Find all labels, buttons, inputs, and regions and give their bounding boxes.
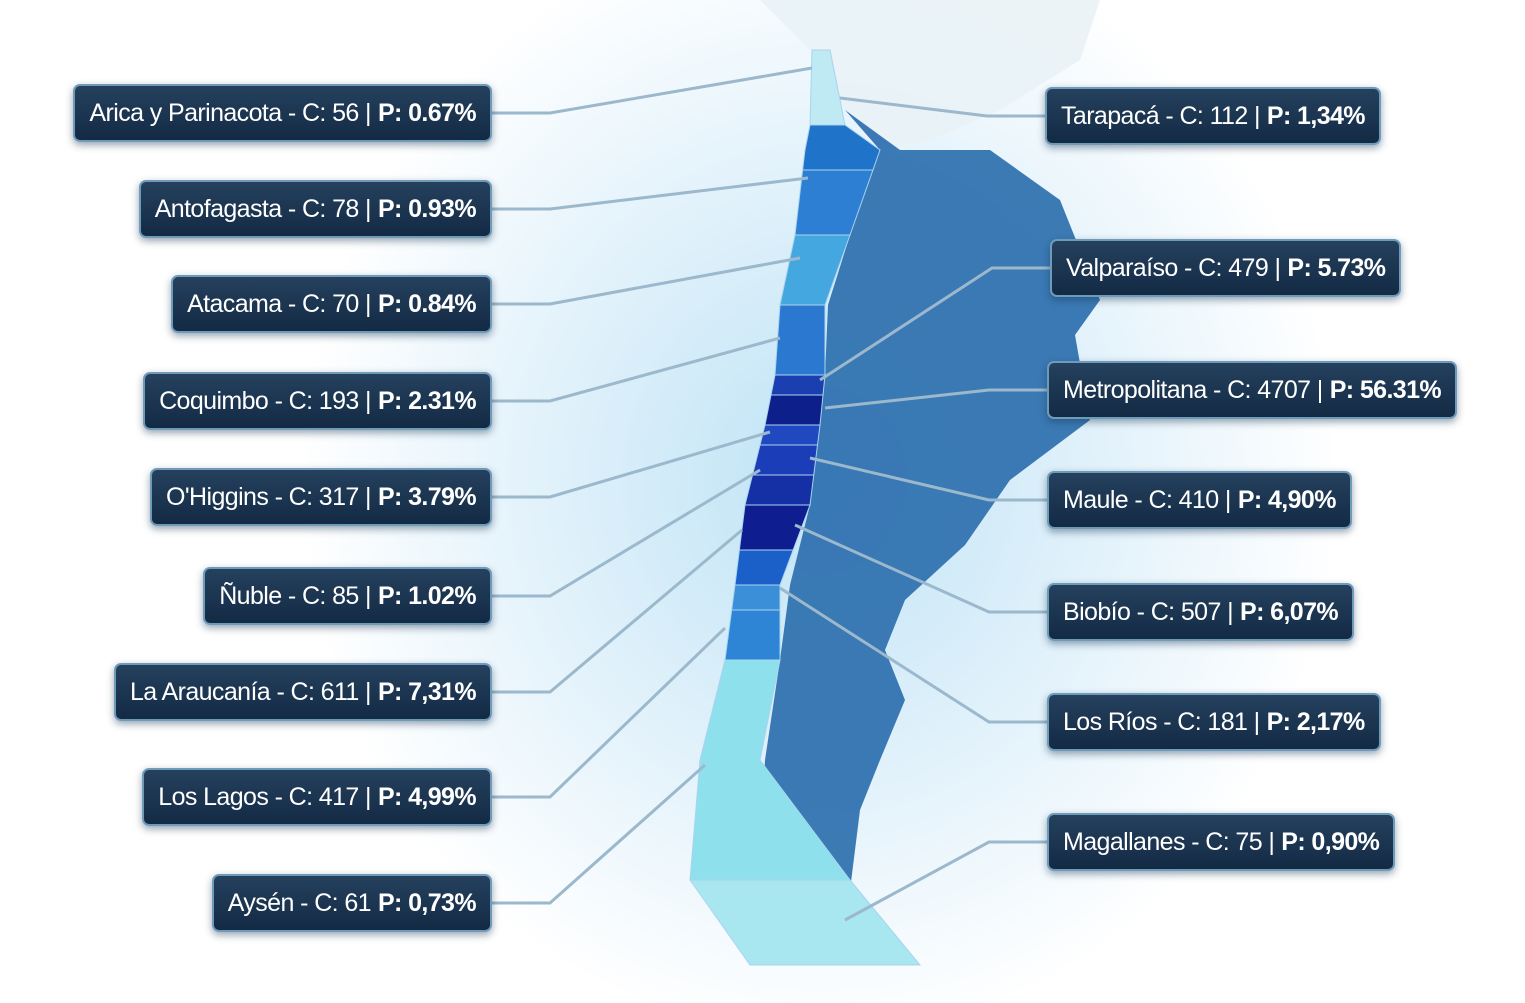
leader-line <box>492 68 812 113</box>
region <box>725 610 780 660</box>
label-highlight: P: 0,73% <box>378 889 476 918</box>
label-text: Magallanes - C: 75 | <box>1063 828 1274 857</box>
label-text: Coquimbo - C: 193 | <box>159 387 371 416</box>
region-label: Antofagasta - C: 78 |P: 0.93% <box>139 180 492 238</box>
label-text: Tarapacá - C: 112 | <box>1061 102 1260 131</box>
leader-line <box>492 470 760 596</box>
leader-line <box>845 842 1047 920</box>
label-text: Los Lagos - C: 417 | <box>158 783 371 812</box>
region <box>765 395 823 425</box>
label-highlight: P: 5.73% <box>1287 254 1385 283</box>
label-highlight: P: 1.02% <box>378 582 476 611</box>
region-label: Biobío - C: 507 |P: 6,07% <box>1047 583 1354 641</box>
label-text: O'Higgins - C: 317 | <box>166 483 371 512</box>
label-text: Maule - C: 410 | <box>1063 486 1231 515</box>
label-highlight: P: 2,17% <box>1267 708 1365 737</box>
region <box>760 425 820 445</box>
label-text: Los Ríos - C: 181 | <box>1063 708 1260 737</box>
label-highlight: P: 0.67% <box>378 99 476 128</box>
label-text: Metropolitana - C: 4707 | <box>1063 376 1323 405</box>
label-highlight: P: 0,90% <box>1281 828 1379 857</box>
leader-line <box>492 432 770 497</box>
region-label: Los Lagos - C: 417 |P: 4,99% <box>142 768 492 826</box>
region-label: Metropolitana - C: 4707 |P: 56.31% <box>1047 361 1457 419</box>
page: Arica y Parinacota - C: 56 | P: 0.67% Anto… <box>0 0 1525 1003</box>
region-label: Magallanes - C: 75 |P: 0,90% <box>1047 813 1395 871</box>
label-highlight: P: 0.93% <box>378 195 476 224</box>
region <box>690 880 920 965</box>
label-text: La Araucanía - C: 611 | <box>130 678 371 707</box>
leader-line <box>492 178 808 209</box>
region <box>732 585 780 610</box>
region-label: Arica y Parinacota - C: 56 | P: 0.67% <box>73 84 492 142</box>
label-highlight: P: 56.31% <box>1330 376 1441 405</box>
region-label: Coquimbo - C: 193 |P: 2.31% <box>143 372 492 430</box>
region <box>771 375 825 395</box>
region-label: Valparaíso - C: 479 |P: 5.73% <box>1050 239 1401 297</box>
region <box>775 305 825 375</box>
region-label: Tarapacá - C: 112 |P: 1,34% <box>1045 87 1381 145</box>
label-text: Antofagasta - C: 78 | <box>155 195 371 224</box>
region <box>735 550 793 585</box>
region-label: O'Higgins - C: 317 |P: 3.79% <box>150 468 492 526</box>
label-highlight: P: 0.84% <box>378 290 476 319</box>
leader-line <box>492 338 780 401</box>
region-label: Los Ríos - C: 181 |P: 2,17% <box>1047 693 1381 751</box>
label-highlight: P: 4,99% <box>378 783 476 812</box>
leader-line <box>492 765 705 903</box>
label-highlight: P: 7,31% <box>378 678 476 707</box>
label-text: Arica y Parinacota - C: 56 | <box>89 99 370 128</box>
label-text: Aysén - C: 61 <box>228 889 371 918</box>
label-text: Ñuble - C: 85 | <box>219 582 371 611</box>
leader-line <box>492 628 725 797</box>
label-text: Biobío - C: 507 | <box>1063 598 1233 627</box>
region-label: Ñuble - C: 85 |P: 1.02% <box>203 567 492 625</box>
label-highlight: P: 3.79% <box>378 483 476 512</box>
region <box>745 475 814 505</box>
label-highlight: P: 6,07% <box>1240 598 1338 627</box>
label-highlight: P: 1,34% <box>1267 102 1365 131</box>
label-highlight: P: 4,90% <box>1238 486 1336 515</box>
region-label: La Araucanía - C: 611 |P: 7,31% <box>114 663 492 721</box>
region-label: Maule - C: 410 |P: 4,90% <box>1047 471 1352 529</box>
label-highlight: P: 2.31% <box>378 387 476 416</box>
label-text: Valparaíso - C: 479 | <box>1066 254 1280 283</box>
region <box>753 445 818 475</box>
region-label: Atacama - C: 70 |P: 0.84% <box>171 275 492 333</box>
label-text: Atacama - C: 70 | <box>187 290 371 319</box>
leader-line <box>492 258 800 304</box>
